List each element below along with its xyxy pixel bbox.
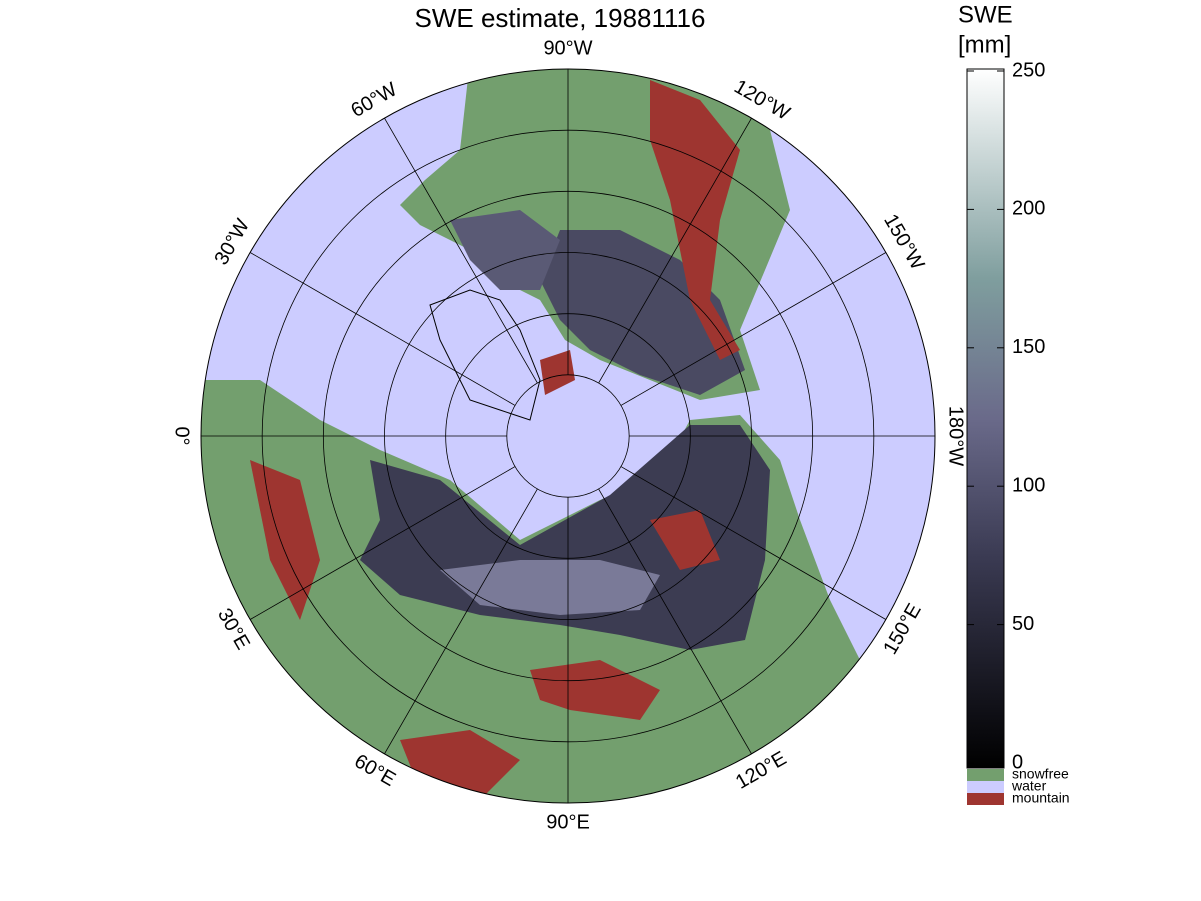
colorbar-tick-label: 0 — [1012, 751, 1023, 773]
class-swatch — [967, 769, 1004, 781]
class-swatch — [967, 781, 1004, 793]
north-america-snow — [450, 210, 560, 290]
north-america-snow — [540, 230, 745, 395]
colorbar-tick-label: 200 — [1012, 198, 1045, 220]
meridian — [384, 488, 538, 755]
map — [201, 69, 935, 803]
map-title: SWE estimate, 19881116 — [415, 3, 706, 33]
class-swatch — [967, 793, 1004, 805]
eurasia-snow — [440, 560, 660, 615]
colorbar-tick-label: 250 — [1012, 59, 1045, 81]
class-label: mountain — [1012, 790, 1070, 806]
colorbar — [966, 68, 1005, 769]
meridian — [384, 117, 538, 384]
longitude-label: 90°W — [543, 37, 592, 59]
class-label: water — [1011, 778, 1047, 794]
colorbar-tick-label: 150 — [1012, 336, 1045, 358]
meridian — [598, 117, 752, 384]
mountain — [650, 510, 720, 570]
mountain — [650, 80, 740, 360]
graticule — [201, 69, 935, 803]
colorbar-tick-label: 50 — [1012, 613, 1034, 635]
mountain — [540, 350, 575, 395]
longitude-label: 0° — [171, 426, 193, 445]
longitude-label: 180°W — [945, 406, 967, 466]
greenland-outline — [429, 289, 541, 421]
colorbar-label: [mm] — [958, 31, 1011, 58]
mountain — [530, 660, 660, 720]
colorbar-tick-label: 100 — [1012, 474, 1045, 496]
mountain — [250, 460, 320, 620]
meridian — [249, 252, 516, 406]
meridian — [598, 488, 752, 755]
class-label: snowfree — [1012, 766, 1069, 782]
longitude-label: 90°E — [546, 811, 590, 833]
meridian — [620, 466, 887, 620]
meridian — [249, 466, 516, 620]
eurasia-snow — [360, 425, 770, 650]
colorbar-label: SWE — [958, 1, 1013, 28]
meridian — [620, 252, 887, 406]
map-frame — [200, 68, 936, 804]
